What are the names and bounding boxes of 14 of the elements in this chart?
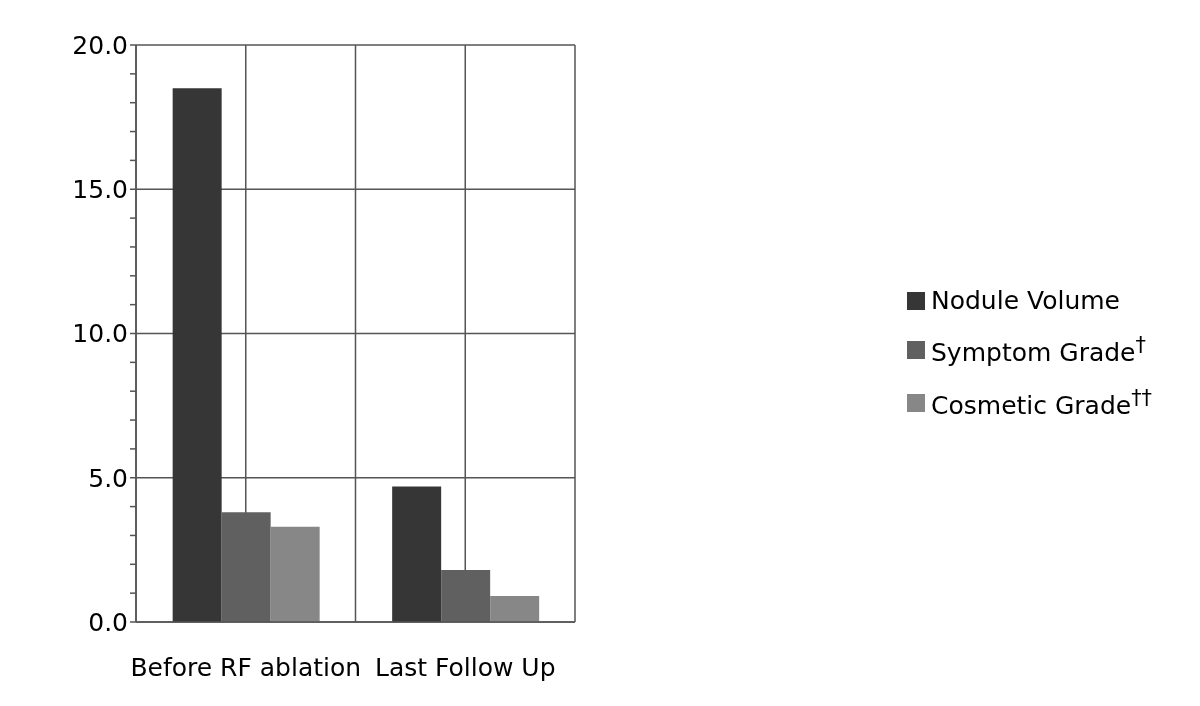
x-tick-label: Before RF ablation <box>130 652 362 682</box>
legend-label: Symptom Grade$^{†}$ <box>931 333 1146 368</box>
bar <box>172 88 222 622</box>
bar <box>490 596 540 622</box>
legend-label: Cosmetic Grade$^{††}$ <box>931 385 1152 420</box>
y-tick-label: 15.0 <box>72 175 128 205</box>
bar <box>392 486 442 622</box>
legend-label: Nodule Volume <box>931 286 1120 316</box>
bar <box>270 526 320 622</box>
y-tick-label: 10.0 <box>72 319 128 349</box>
y-tick-label: 0.0 <box>88 607 128 637</box>
x-tick-label: Last Follow Up <box>374 652 556 682</box>
y-tick-label: 5.0 <box>88 463 128 493</box>
y-tick-label: 20.0 <box>72 30 128 60</box>
